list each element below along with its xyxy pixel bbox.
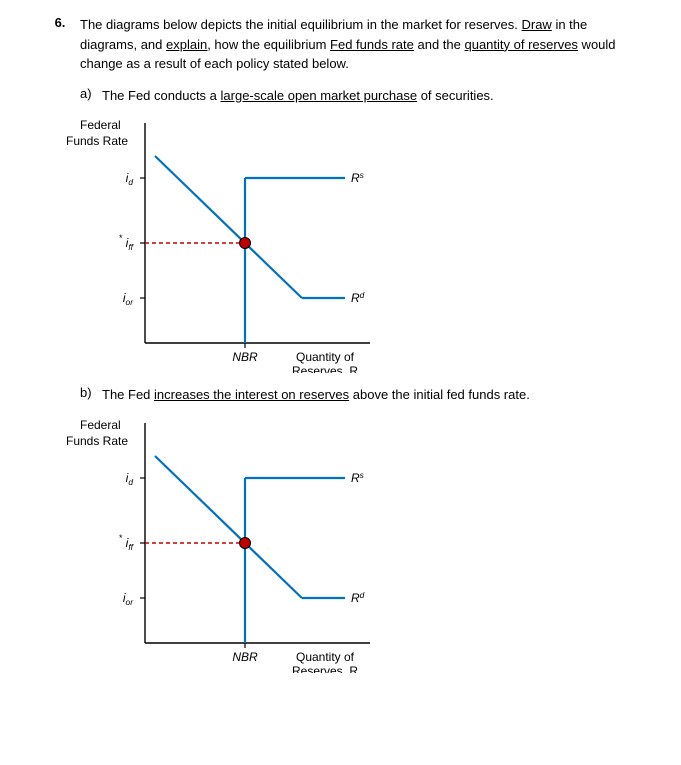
svg-text:Federal: Federal <box>80 118 121 132</box>
svg-text:ior: ior <box>123 591 134 607</box>
svg-text:Reserves, R: Reserves, R <box>292 664 358 673</box>
svg-text:id: id <box>126 471 134 487</box>
svg-text:Quantity of: Quantity of <box>296 650 355 664</box>
sub-question-a: a) The Fed conducts a large-scale open m… <box>80 86 641 106</box>
svg-text:Reserves, R: Reserves, R <box>292 364 358 373</box>
svg-text:Rs: Rs <box>351 470 365 485</box>
svg-text:Rd: Rd <box>351 590 365 605</box>
svg-text:Federal: Federal <box>80 418 121 432</box>
svg-text:ior: ior <box>123 291 134 307</box>
svg-text:Funds Rate: Funds Rate <box>66 134 128 148</box>
sub-text-b: The Fed increases the interest on reserv… <box>102 385 641 405</box>
svg-text:*: * <box>119 533 123 543</box>
svg-text:Quantity of: Quantity of <box>296 350 355 364</box>
chart-a: Federal Funds Rate id iff* ior Rs Rd NBR Quantit… <box>60 113 641 373</box>
svg-text:Rs: Rs <box>351 170 365 185</box>
sub-letter-a: a) <box>80 86 102 106</box>
question-row: 6. The diagrams below depicts the initia… <box>40 15 641 74</box>
svg-text:Funds Rate: Funds Rate <box>66 434 128 448</box>
chart-b: Federal Funds Rate id iff* ior Rs Rd NBR Quantit… <box>60 413 641 673</box>
svg-text:Rd: Rd <box>351 290 365 305</box>
svg-text:iff: iff <box>126 236 135 252</box>
sub-letter-b: b) <box>80 385 102 405</box>
svg-text:*: * <box>119 233 123 243</box>
svg-text:id: id <box>126 171 134 187</box>
svg-text:NBR: NBR <box>232 350 258 364</box>
sub-question-b: b) The Fed increases the interest on res… <box>80 385 641 405</box>
question-number: 6. <box>40 15 80 74</box>
question-text: The diagrams below depicts the initial e… <box>80 15 641 74</box>
sub-text-a: The Fed conducts a large-scale open mark… <box>102 86 641 106</box>
svg-text:NBR: NBR <box>232 650 258 664</box>
svg-text:iff: iff <box>126 536 135 552</box>
